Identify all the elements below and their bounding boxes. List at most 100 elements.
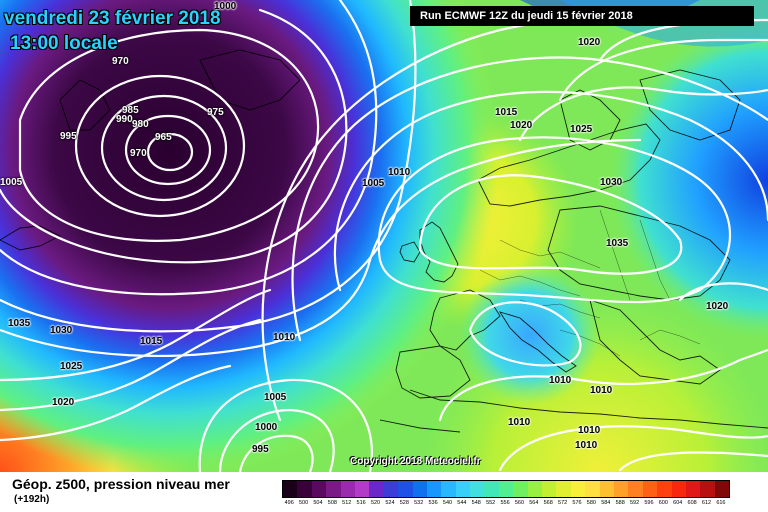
legend-title: Géop. z500, pression niveau mer — [12, 476, 230, 492]
color-scale-labels: 496 500 504 508 512 516 520 524 528 532 536 540 544 5… — [282, 500, 728, 506]
color-scale-swatch — [657, 481, 672, 497]
color-scale-swatch — [470, 481, 485, 497]
color-scale-swatch — [498, 481, 514, 497]
isobar-label: 1030 — [50, 325, 73, 336]
color-scale-label: 516 — [356, 500, 366, 506]
color-scale-label: 580 — [586, 500, 596, 506]
color-scale-swatch — [556, 481, 571, 497]
isobar-label: 1000 — [255, 422, 278, 433]
color-scale-label: 504 — [313, 500, 323, 506]
color-scale-swatch — [599, 481, 614, 497]
color-scale-label: 592 — [629, 500, 640, 506]
isobar-label: 1035 — [606, 238, 629, 249]
color-scale-swatch — [297, 481, 312, 497]
color-scale-swatch — [369, 481, 384, 497]
color-scale-swatch — [441, 481, 456, 497]
color-scale-swatch — [311, 481, 327, 497]
color-scale-label: 576 — [572, 500, 582, 506]
color-scale-swatch — [513, 481, 528, 497]
color-scale-label: 532 — [414, 500, 424, 506]
color-scale-label: 616 — [716, 500, 726, 506]
isobar-label: 990 — [116, 114, 133, 125]
color-scale-label: 596 — [644, 500, 654, 506]
isobar-label: 1020 — [510, 120, 533, 131]
color-scale-swatch — [671, 481, 686, 497]
color-scale-swatch — [714, 481, 730, 497]
isobar-label: 1015 — [495, 107, 518, 118]
isobar-label: 1035 — [8, 318, 31, 329]
color-scale-label: 552 — [486, 500, 496, 506]
isobar-label: 1015 — [140, 336, 163, 347]
color-scale-swatch — [585, 481, 600, 497]
color-scale-swatch — [484, 481, 499, 497]
isobar-label: 995 — [252, 444, 269, 455]
color-scale-swatch — [700, 481, 715, 497]
forecast-lead-time: (+192h) — [14, 494, 50, 505]
isobar-label: 1020 — [578, 37, 601, 48]
isobar-label: 1010 — [575, 440, 598, 451]
forecast-time: 13:00 locale — [10, 33, 118, 54]
color-scale-swatch — [628, 481, 643, 497]
isobar-label: 995 — [60, 131, 77, 142]
color-scale-label: 508 — [327, 500, 337, 506]
isobar-label: 1025 — [60, 361, 83, 372]
isobar-label: 1010 — [273, 332, 296, 343]
color-scale-swatch — [542, 481, 557, 497]
color-scale-swatch — [455, 481, 471, 497]
color-scale-label: 612 — [701, 500, 712, 506]
isobar-label: 1010 — [590, 385, 613, 396]
color-scale-label: 524 — [385, 500, 395, 506]
color-scale-label: 604 — [673, 500, 683, 506]
color-scale-label: 548 — [471, 500, 481, 506]
coastlines — [0, 49, 768, 433]
color-scale-swatch — [354, 481, 370, 497]
isobar-label: 1005 — [0, 177, 23, 188]
color-scale-label: 496 — [284, 500, 294, 506]
isobar-label: 965 — [155, 132, 172, 143]
color-scale-label: 536 — [428, 500, 438, 506]
pressure-map — [0, 0, 768, 472]
isobar-label: 1030 — [600, 177, 623, 188]
isobar-label: 970 — [130, 148, 147, 159]
color-scale-label: 608 — [687, 500, 697, 506]
color-scale-label: 600 — [658, 500, 668, 506]
color-scale-swatch — [383, 481, 399, 497]
color-scale-label: 500 — [298, 500, 309, 506]
color-scale-swatch — [340, 481, 355, 497]
color-scale-label: 512 — [342, 500, 352, 506]
color-scale-swatch — [685, 481, 701, 497]
color-scale-swatch — [398, 481, 413, 497]
copyright: Copyright 2018 Meteociel.fr — [350, 456, 481, 467]
color-scale-swatch — [426, 481, 442, 497]
color-scale-swatch — [527, 481, 543, 497]
color-scale-label: 564 — [529, 500, 539, 506]
color-scale-swatch — [412, 481, 427, 497]
color-scale-swatch — [283, 481, 298, 497]
run-info: Run ECMWF 12Z du jeudi 15 février 2018 — [410, 6, 754, 26]
color-scale-label: 528 — [399, 500, 409, 506]
color-scale-label: 544 — [457, 500, 467, 506]
isobar-label: 985 — [122, 105, 139, 116]
isobar-label: 1000 — [214, 1, 237, 12]
isobar-label: 1025 — [570, 124, 593, 135]
isobar-label: 975 — [207, 107, 224, 118]
country-borders — [479, 209, 701, 357]
isobar-label: 1005 — [362, 178, 385, 189]
isobar-label: 1010 — [549, 375, 572, 386]
color-scale-label: 588 — [615, 500, 625, 506]
forecast-date: vendredi 23 février 2018 — [4, 8, 221, 29]
isobar-label: 1010 — [578, 425, 601, 436]
color-scale — [282, 480, 731, 498]
isobar-label: 980 — [132, 119, 149, 130]
color-scale-label: 584 — [601, 500, 611, 506]
isobar-label: 1010 — [388, 167, 411, 178]
isobar-label: 970 — [112, 56, 129, 67]
color-scale-swatch — [642, 481, 658, 497]
isobar-label: 1010 — [508, 417, 531, 428]
color-scale-label: 560 — [514, 500, 525, 506]
color-scale-label: 540 — [442, 500, 453, 506]
isobar-label: 1020 — [706, 301, 729, 312]
color-scale-label: 520 — [370, 500, 381, 506]
color-scale-label: 556 — [500, 500, 510, 506]
